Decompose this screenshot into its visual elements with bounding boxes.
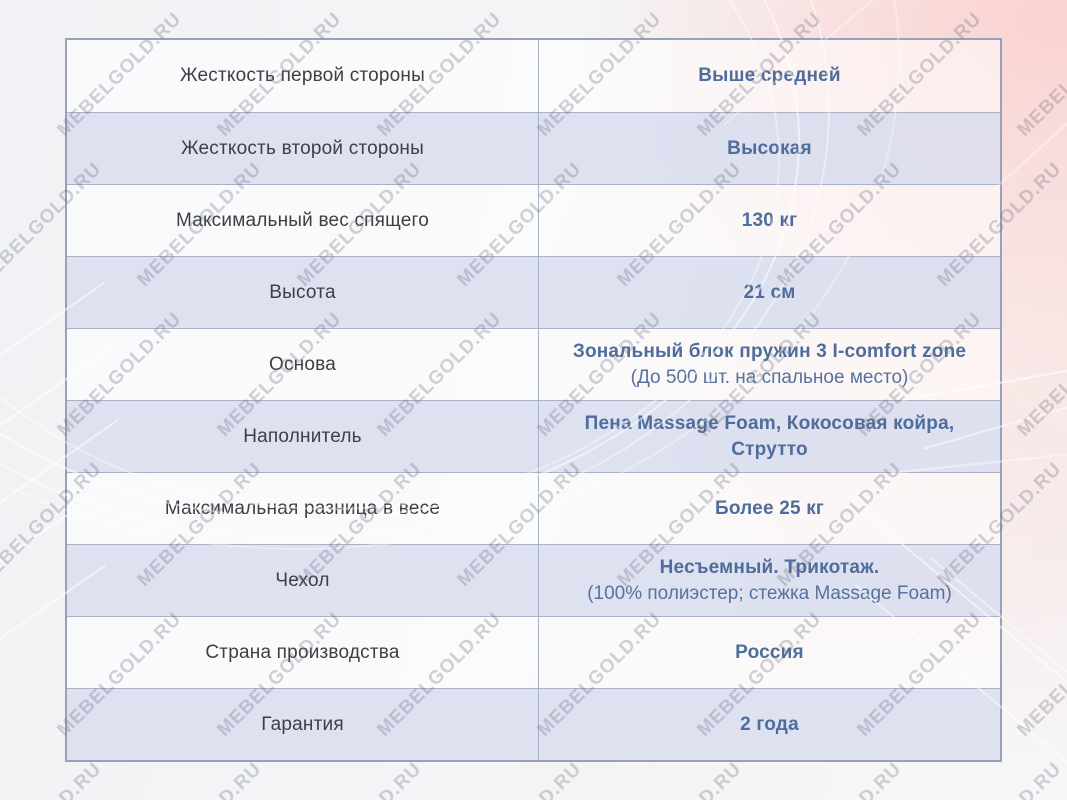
spec-label: Максимальный вес спящего bbox=[175, 209, 430, 231]
spec-value-main: Более 25 кг bbox=[714, 497, 825, 519]
spec-label: Чехол bbox=[275, 569, 330, 591]
spec-value-main: Россия bbox=[735, 641, 804, 663]
table-row: Максимальный вес спящего 130 кг bbox=[67, 184, 1000, 256]
table-row: Чехол Несъемный. Трикотаж. (100% полиэстер… bbox=[67, 544, 1000, 616]
spec-value: 21 см bbox=[538, 257, 1000, 328]
table-row: Жесткость первой стороны Выше средней bbox=[67, 40, 1000, 112]
watermark-text: MEBELGOLD.RU bbox=[1013, 308, 1067, 441]
spec-value-main: 2 года bbox=[740, 713, 799, 735]
table-row: Высота 21 см bbox=[67, 256, 1000, 328]
watermark-text: MEBELGOLD.RU bbox=[1013, 608, 1067, 741]
spec-value: Высокая bbox=[538, 113, 1000, 184]
spec-value-main: Зональный блок пружин 3 I-comfort zone bbox=[572, 340, 967, 362]
spec-label: Жесткость второй стороны bbox=[181, 137, 424, 159]
table-row: Наполнитель Пена Massage Foam, Кокосовая … bbox=[67, 400, 1000, 472]
spec-value-note: (100% полиэстер; стежка Massage Foam) bbox=[587, 582, 952, 604]
spec-value: Зональный блок пружин 3 I-comfort zone (Д… bbox=[538, 329, 1000, 400]
spec-value-main: Пена Massage Foam, Кокосовая койра, Стру… bbox=[584, 412, 955, 460]
table-row: Жесткость второй стороны Высокая bbox=[67, 112, 1000, 184]
watermark-text: MEBELGOLD.RU bbox=[773, 758, 906, 800]
spec-value-main: 130 кг bbox=[741, 209, 798, 231]
watermark-text: MEBELGOLD.RU bbox=[933, 758, 1066, 800]
spec-label: Страна производства bbox=[205, 641, 400, 663]
spec-value-main: Несъемный. Трикотаж. bbox=[659, 556, 880, 578]
spec-label: Наполнитель bbox=[243, 425, 362, 447]
spec-label: Основа bbox=[269, 353, 336, 375]
spec-value-main: Выше средней bbox=[698, 65, 841, 86]
spec-value: Пена Massage Foam, Кокосовая койра, Стру… bbox=[538, 401, 1000, 472]
spec-label: Максимальная разница в весе bbox=[164, 497, 441, 519]
watermark-text: MEBELGOLD.RU bbox=[453, 758, 586, 800]
spec-value: Несъемный. Трикотаж. (100% полиэстер; сте… bbox=[538, 545, 1000, 616]
spec-value-main: 21 см bbox=[743, 281, 796, 303]
spec-value: Россия bbox=[538, 617, 1000, 688]
table-row: Страна производства Россия bbox=[67, 616, 1000, 688]
table-row: Максимальная разница в весе Более 25 кг bbox=[67, 472, 1000, 544]
spec-value: Выше средней bbox=[538, 40, 1000, 112]
watermark-text: MEBELGOLD.RU bbox=[613, 758, 746, 800]
table-row: Гарантия 2 года bbox=[67, 688, 1000, 760]
watermark-text: MEBELGOLD.RU bbox=[0, 758, 107, 800]
watermark-text: MEBELGOLD.RU bbox=[293, 758, 426, 800]
table-row: Основа Зональный блок пружин 3 I-comfort … bbox=[67, 328, 1000, 400]
spec-label: Гарантия bbox=[261, 713, 344, 735]
spec-value: 130 кг bbox=[538, 185, 1000, 256]
spec-value: 2 года bbox=[538, 689, 1000, 760]
watermark-text: MEBELGOLD.RU bbox=[133, 758, 266, 800]
spec-table: Жесткость первой стороны Выше средней Жест… bbox=[65, 38, 1002, 762]
spec-value: Более 25 кг bbox=[538, 473, 1000, 544]
watermark-text: MEBELGOLD.RU bbox=[1013, 8, 1067, 141]
spec-value-main: Высокая bbox=[727, 137, 812, 159]
spec-label: Высота bbox=[269, 281, 336, 303]
spec-label: Жесткость первой стороны bbox=[180, 65, 425, 86]
spec-value-note: (До 500 шт. на спальное место) bbox=[630, 366, 909, 388]
